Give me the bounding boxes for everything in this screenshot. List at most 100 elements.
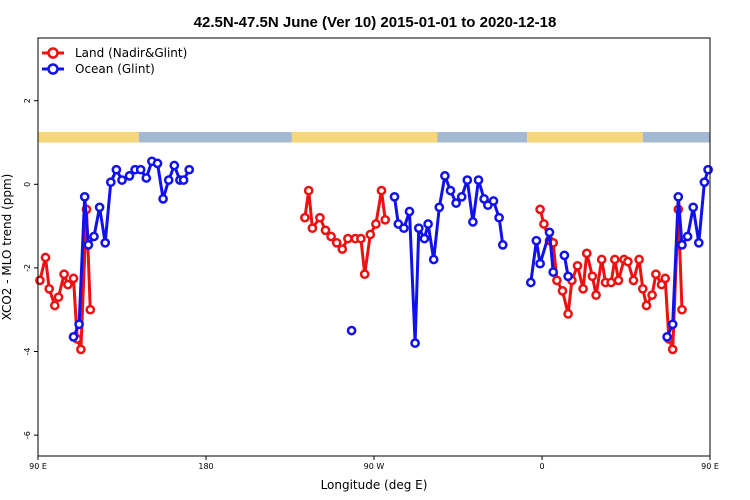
y-tick-label: 2 <box>23 98 32 103</box>
data-point-ocean <box>673 191 684 202</box>
surface-segment-land <box>38 132 139 143</box>
plot-frame <box>37 37 711 457</box>
data-point-ocean <box>105 177 116 188</box>
y-tick-label: -2 <box>23 264 32 272</box>
data-point-ocean <box>688 202 699 213</box>
data-point-ocean <box>124 171 135 181</box>
legend-entry-ocean: Ocean (Glint) <box>42 62 155 76</box>
data-point-land <box>356 233 366 244</box>
data-point-ocean <box>445 185 456 196</box>
data-point-land <box>380 214 391 225</box>
data-point-land <box>59 269 69 280</box>
data-point-ocean <box>399 223 409 234</box>
data-point-land <box>365 229 376 240</box>
data-point-ocean <box>117 175 127 185</box>
data-point-land <box>578 283 588 294</box>
data-point-land <box>609 254 620 265</box>
data-point-land <box>76 344 86 355</box>
data-point-land <box>587 271 598 282</box>
data-point-ocean <box>462 175 473 185</box>
data-point-land <box>63 279 73 290</box>
legend: Land (Nadir&Glint) Ocean (Glint) <box>42 46 187 76</box>
data-point-ocean <box>79 191 90 202</box>
series-land <box>35 185 687 355</box>
data-point-ocean <box>703 164 713 175</box>
y-tick-label: -4 <box>23 348 32 356</box>
legend-label-land: Land (Nadir&Glint) <box>75 46 187 60</box>
data-point-ocean <box>494 212 504 223</box>
data-point-land <box>591 290 601 300</box>
data-point-land <box>606 277 616 288</box>
data-point-ocean <box>693 237 704 248</box>
data-point-land <box>623 256 633 267</box>
data-point-ocean <box>94 202 105 213</box>
data-point-land <box>572 260 583 271</box>
data-point-ocean <box>434 202 445 213</box>
surface-segment-ocean <box>138 132 292 143</box>
series-line-ocean <box>665 169 710 338</box>
legend-marker-land <box>47 47 59 59</box>
x-tick-label: 90 E <box>29 462 47 471</box>
data-point-ocean <box>535 258 545 269</box>
y-tick-label: 0 <box>23 182 32 187</box>
data-point-ocean <box>699 177 710 188</box>
data-point-land <box>539 219 549 229</box>
data-point-land <box>320 225 331 236</box>
data-point-land <box>535 204 545 215</box>
data-point-land <box>337 244 348 254</box>
data-point-land <box>68 273 79 284</box>
data-point-land <box>315 212 325 223</box>
data-point-land <box>53 292 64 303</box>
data-point-ocean <box>525 277 536 288</box>
data-point-ocean <box>419 233 430 244</box>
data-point-ocean <box>456 191 467 202</box>
data-point-land <box>651 269 661 280</box>
data-point-land <box>634 254 644 265</box>
data-point-ocean <box>163 175 174 185</box>
data-point-land <box>371 219 381 229</box>
data-point-ocean <box>667 319 678 330</box>
data-point-land <box>641 300 652 311</box>
legend-marker-ocean <box>47 63 59 75</box>
data-point-land <box>647 290 657 300</box>
chart-title: 42.5N-47.5N June (Ver 10) 2015-01-01 to … <box>194 14 557 31</box>
y-axis-label: XCO2 - MLO trend (ppm) <box>0 174 14 321</box>
data-point-land <box>307 223 318 234</box>
data-point-land <box>637 283 648 294</box>
data-point-land <box>49 300 60 311</box>
x-tick-label: 180 <box>198 462 213 471</box>
data-point-land <box>300 212 310 223</box>
data-point-ocean <box>451 198 461 208</box>
y-tick-label: -6 <box>23 431 32 439</box>
data-point-ocean <box>423 219 433 229</box>
data-point-land <box>557 286 568 296</box>
data-point-ocean <box>468 217 478 227</box>
data-point-ocean <box>74 319 84 330</box>
data-point-ocean <box>346 325 357 336</box>
series-line-land <box>303 189 387 276</box>
data-point-ocean <box>531 235 542 246</box>
data-point-ocean <box>473 175 484 185</box>
surface-segment-ocean <box>642 132 710 143</box>
data-point-ocean <box>89 231 99 242</box>
data-point-land <box>581 248 592 259</box>
series-ocean <box>68 156 713 348</box>
data-point-land <box>343 233 353 244</box>
data-point-land <box>552 275 562 286</box>
data-point-ocean <box>178 175 189 185</box>
data-point-land <box>331 237 342 248</box>
data-point-land <box>359 269 370 280</box>
series-layer <box>35 156 713 355</box>
data-point-land <box>376 185 387 196</box>
x-axis-label: Longitude (deg E) <box>321 478 428 492</box>
data-point-ocean <box>111 164 122 175</box>
data-point-ocean <box>662 332 672 342</box>
x-tick-label: 90 E <box>701 462 719 471</box>
x-tick-label: 90 W <box>364 462 385 471</box>
data-point-ocean <box>413 223 424 234</box>
x-axis: 90 E 180 90 W 0 90 E <box>29 456 719 471</box>
x-tick-label: 0 <box>539 462 544 471</box>
data-point-land <box>44 283 55 294</box>
data-point-land <box>677 304 687 315</box>
data-point-land <box>660 273 671 284</box>
